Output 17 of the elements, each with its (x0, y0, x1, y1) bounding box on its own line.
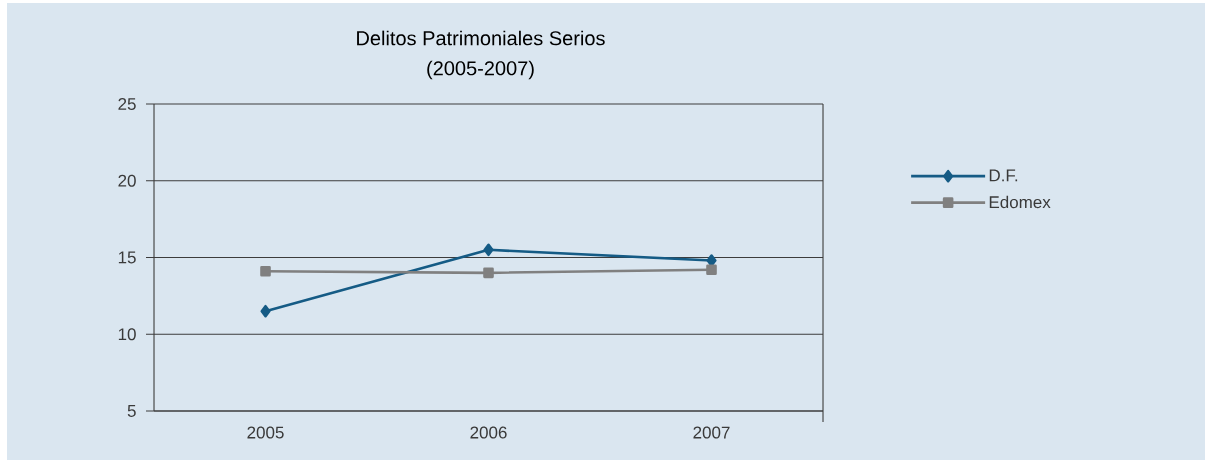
legend-label: Edomex (989, 195, 1051, 209)
legend-label: D.F. (989, 169, 1018, 182)
x-tick-label: 2005 (247, 426, 284, 439)
x-tick-label: 2007 (693, 426, 730, 439)
y-tick-label: 20 (118, 174, 136, 187)
point (260, 304, 271, 318)
point (483, 243, 494, 257)
chart-title: Delitos Patrimoniales Serios (357, 30, 605, 46)
y-tick-label: 5 (127, 405, 136, 417)
y-tick-label: 10 (118, 328, 136, 341)
y-tick-label: 15 (118, 251, 136, 264)
chart-subtitle: (2005-2007) (427, 60, 534, 80)
point (483, 267, 494, 279)
x-tick-label: 2006 (470, 426, 507, 439)
point (260, 266, 271, 277)
y-tick-label: 25 (118, 97, 136, 111)
point (706, 264, 717, 276)
